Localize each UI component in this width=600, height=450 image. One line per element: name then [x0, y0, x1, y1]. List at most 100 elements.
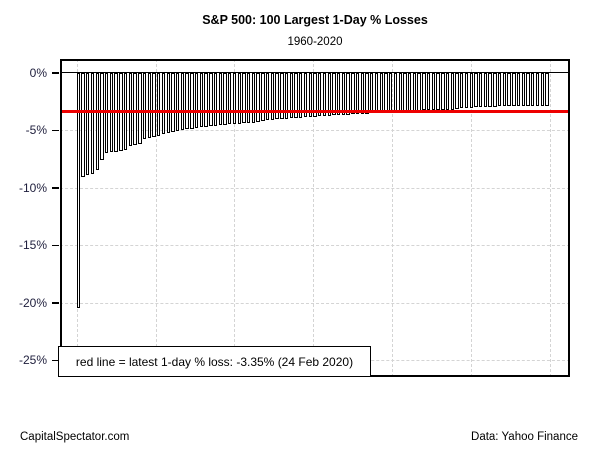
loss-bar	[346, 73, 350, 115]
loss-bar	[242, 73, 246, 124]
loss-bar	[493, 73, 497, 107]
loss-bar	[445, 73, 450, 110]
loss-bar	[256, 73, 260, 123]
y-axis-label: -20%	[18, 295, 47, 310]
y-gridline	[60, 245, 570, 247]
loss-bar	[516, 73, 521, 107]
loss-bar	[526, 73, 530, 107]
loss-bar	[147, 73, 151, 139]
y-axis-label: -10%	[18, 180, 47, 195]
loss-bar	[218, 73, 222, 126]
loss-bar	[270, 73, 275, 120]
x-gridline	[155, 59, 157, 377]
loss-bar	[171, 73, 175, 133]
loss-bar	[284, 73, 289, 119]
x-gridline	[234, 59, 236, 377]
loss-bar	[521, 73, 525, 107]
loss-bar	[545, 73, 549, 107]
loss-bar	[247, 73, 251, 124]
loss-bar	[497, 73, 502, 107]
x-gridline	[471, 59, 473, 377]
loss-bar	[237, 73, 241, 124]
loss-bar	[318, 73, 322, 117]
footer-source: Data: Yahoo Finance	[471, 431, 578, 443]
loss-bar	[327, 73, 331, 116]
y-axis-label: -25%	[18, 353, 47, 368]
legend-box: red line = latest 1-day % loss: -3.35% (…	[58, 346, 371, 377]
loss-bar	[441, 73, 445, 110]
loss-bar	[341, 73, 346, 115]
loss-bar	[483, 73, 488, 108]
y-axis-label: -15%	[18, 238, 47, 253]
loss-bar	[105, 73, 109, 154]
loss-bar	[355, 73, 360, 115]
loss-bar	[299, 73, 303, 118]
loss-bar	[161, 73, 166, 134]
loss-bar	[478, 73, 483, 108]
y-axis-tick	[52, 244, 59, 247]
loss-bar	[474, 73, 478, 108]
y-gridline	[60, 302, 570, 304]
plot-border	[60, 59, 570, 377]
loss-bar	[152, 73, 156, 138]
loss-bar	[365, 73, 369, 114]
zero-baseline	[60, 71, 570, 73]
loss-bar	[76, 73, 80, 309]
loss-bar	[204, 73, 208, 127]
loss-bar	[95, 73, 99, 170]
loss-bar	[540, 73, 544, 107]
loss-bar	[251, 73, 256, 123]
loss-bar	[138, 73, 142, 145]
y-axis-tick	[52, 187, 59, 189]
loss-bar	[351, 73, 355, 115]
loss-bar	[199, 73, 204, 128]
loss-bar	[261, 73, 265, 121]
loss-bar	[512, 73, 516, 107]
loss-bar	[460, 73, 464, 109]
loss-bar	[303, 73, 308, 118]
loss-bar	[142, 73, 147, 139]
loss-bar	[431, 73, 436, 110]
loss-bar	[488, 73, 492, 108]
loss-bar	[90, 73, 95, 175]
chart-subtitle: 1960-2020	[287, 36, 343, 48]
latest-loss-red-line	[60, 109, 570, 113]
y-axis-tick	[52, 359, 59, 361]
loss-bar	[426, 73, 431, 111]
loss-bar	[332, 73, 336, 116]
loss-bar	[507, 73, 511, 107]
loss-bar	[232, 73, 237, 125]
loss-bar	[265, 73, 270, 121]
loss-bar	[308, 73, 312, 117]
y-gridline	[60, 187, 570, 189]
loss-bar	[464, 73, 469, 108]
loss-bar	[128, 73, 133, 146]
loss-bar	[469, 73, 473, 108]
loss-bar	[190, 73, 194, 129]
y-gridline	[60, 130, 570, 132]
loss-bar	[176, 73, 180, 131]
loss-bar	[100, 73, 104, 161]
y-axis-tick	[52, 72, 59, 74]
loss-bar	[289, 73, 294, 119]
loss-bar	[450, 73, 454, 110]
loss-bar	[502, 73, 507, 107]
loss-bar	[322, 73, 327, 116]
footer-site: CapitalSpectator.com	[20, 431, 130, 443]
loss-bar	[209, 73, 213, 127]
y-axis-label: 0%	[29, 66, 47, 80]
chart-title: S&P 500: 100 Largest 1-Day % Losses	[202, 13, 428, 27]
x-gridline	[313, 59, 315, 377]
legend-text: red line = latest 1-day % loss: -3.35% (…	[75, 354, 354, 369]
loss-bar	[213, 73, 218, 126]
y-axis-tick	[52, 129, 59, 132]
loss-bar	[81, 73, 85, 177]
loss-bar	[336, 73, 341, 116]
loss-bar	[133, 73, 137, 145]
loss-bar	[228, 73, 232, 125]
loss-bar	[531, 73, 535, 107]
loss-bar	[535, 73, 540, 107]
loss-bar	[280, 73, 284, 119]
loss-bar	[422, 73, 426, 111]
